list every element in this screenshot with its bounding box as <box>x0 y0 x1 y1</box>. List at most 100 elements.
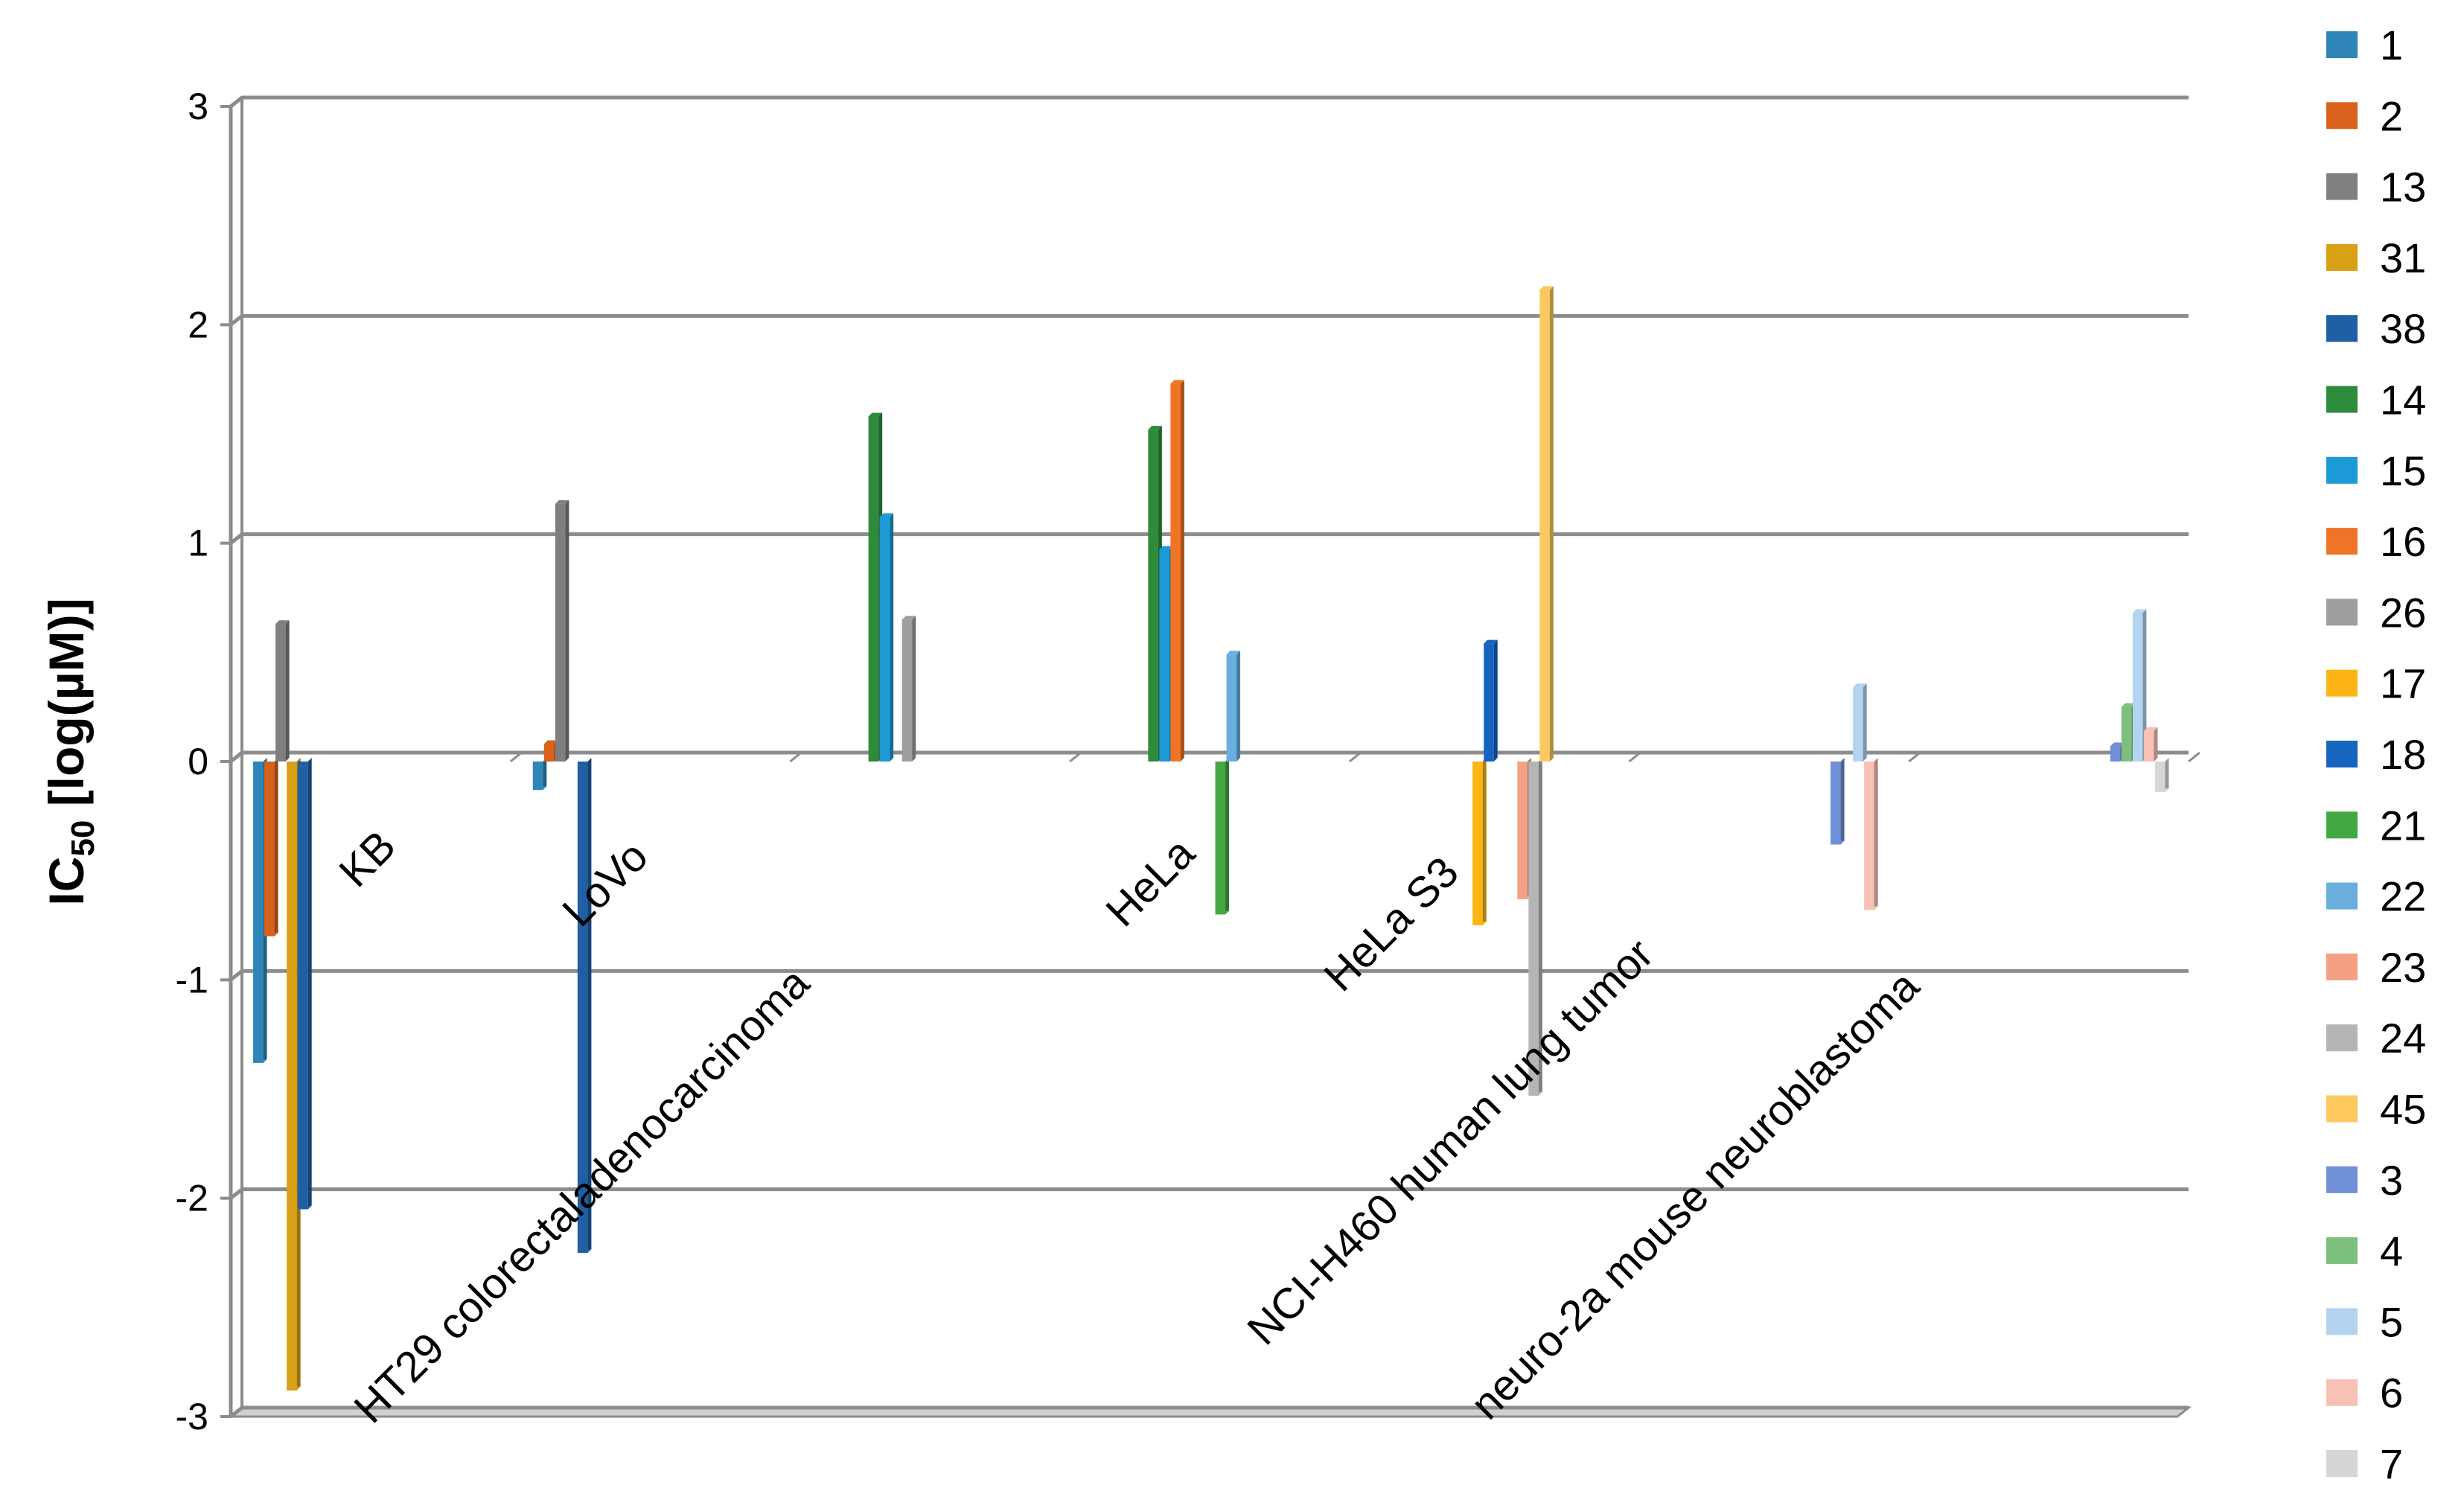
bar <box>2143 730 2154 762</box>
bar-cap <box>2154 788 2169 793</box>
bar-cap <box>1148 426 1162 430</box>
bar <box>275 624 286 762</box>
bar <box>253 762 264 1063</box>
bar <box>1831 762 1841 845</box>
legend-entry-label: 22 <box>2380 873 2426 920</box>
gridline <box>229 313 2189 327</box>
y-tick-label: -3 <box>176 1396 208 1437</box>
legend-entry-label: 16 <box>2380 518 2426 565</box>
legend-entry-label: 5 <box>2380 1298 2403 1345</box>
legend-entry-label: 31 <box>2380 234 2426 281</box>
bar <box>1528 762 1539 1096</box>
legend-entry-label: 2 <box>2380 92 2403 139</box>
legend-swatch <box>2326 1450 2358 1477</box>
category-divider <box>1628 751 1641 763</box>
y-axis-label-unit: [log(µM)] <box>39 598 94 820</box>
bar <box>1226 654 1237 762</box>
bar-side <box>2165 758 2169 793</box>
bar-cap <box>1864 906 1878 910</box>
bar <box>555 503 566 762</box>
legend-swatch <box>2326 102 2358 130</box>
bar <box>532 762 543 791</box>
legend-swatch <box>2326 456 2358 484</box>
legend-swatch <box>2326 953 2358 980</box>
legend-swatch <box>2326 1024 2358 1052</box>
bar <box>1148 430 1158 762</box>
bar <box>2154 762 2165 793</box>
bar <box>1472 762 1483 925</box>
bar <box>287 762 297 1391</box>
legend-entry-label: 38 <box>2380 305 2426 352</box>
legend-entry-label: 24 <box>2380 1015 2426 1062</box>
bar <box>1864 762 1874 910</box>
y-tick-label: 2 <box>188 304 208 345</box>
category-divider <box>1069 751 1082 763</box>
y-axis-label: IC50 [log(µM)] <box>39 598 101 905</box>
legend-entry-label: 14 <box>2380 377 2426 424</box>
legend-swatch <box>2326 882 2358 910</box>
bar-cap <box>868 412 883 417</box>
bar <box>1853 687 1863 762</box>
bar-cap <box>275 620 290 625</box>
legend-entry-label: 26 <box>2380 589 2426 636</box>
legend-entry-label: 1 <box>2380 22 2403 68</box>
bar-side <box>2154 727 2158 762</box>
bar-side <box>1236 651 1241 762</box>
legend-entry-label: 3 <box>2380 1157 2403 1204</box>
legend-swatch <box>2326 741 2358 767</box>
legend-entry-label: 15 <box>2380 447 2426 494</box>
bar-side <box>1863 683 1867 762</box>
legend-swatch <box>2326 528 2358 555</box>
category-divider <box>2188 751 2200 763</box>
gridline <box>229 532 2189 545</box>
bar <box>1539 290 1550 762</box>
y-tick-label: 1 <box>188 523 208 564</box>
bar <box>298 762 308 1210</box>
bar-cap <box>1528 1091 1542 1096</box>
bar <box>1215 762 1226 915</box>
category-divider <box>789 751 802 763</box>
bar-cap <box>577 1249 592 1253</box>
bar <box>1517 762 1528 899</box>
bar <box>2110 746 2121 762</box>
bar <box>901 619 913 762</box>
bar-side <box>1549 286 1554 762</box>
bar-cap <box>2121 703 2136 707</box>
legend-entry-label: 18 <box>2380 731 2426 778</box>
bar <box>577 762 588 1253</box>
legend-swatch <box>2326 1166 2358 1193</box>
bar <box>1484 643 1494 762</box>
category-divider <box>1908 751 1921 763</box>
bar-side <box>543 758 547 791</box>
bar-side <box>890 513 894 762</box>
legend-swatch <box>2326 1095 2358 1123</box>
bar-side <box>1225 758 1230 915</box>
legend-swatch <box>2326 173 2358 200</box>
legend-swatch <box>2326 599 2358 626</box>
category-divider <box>230 751 243 763</box>
bar-cap <box>532 786 547 791</box>
bar-cap <box>2132 609 2147 613</box>
bar-cap <box>264 932 278 936</box>
legend-swatch <box>2326 1308 2358 1335</box>
bar-cap <box>287 1386 301 1391</box>
gridlines <box>229 95 2200 1418</box>
bar <box>2132 613 2143 762</box>
bar <box>879 517 890 762</box>
bar-cap <box>543 740 558 744</box>
legend-entry-label: 7 <box>2380 1440 2403 1487</box>
bar-side <box>2142 609 2147 762</box>
bar-cap <box>2110 742 2125 747</box>
bar-cap <box>1159 546 1173 550</box>
bar-side <box>912 616 916 762</box>
bar-side <box>1840 758 1845 845</box>
legend-swatch <box>2326 1379 2358 1406</box>
legend-entry-label: 4 <box>2380 1228 2403 1274</box>
bar-cap <box>298 1205 312 1210</box>
bar-side <box>1482 758 1487 925</box>
bar-cap <box>1226 651 1241 655</box>
category-divider <box>1348 751 1362 763</box>
bar-side <box>274 758 278 936</box>
legend-swatch <box>2326 669 2358 697</box>
